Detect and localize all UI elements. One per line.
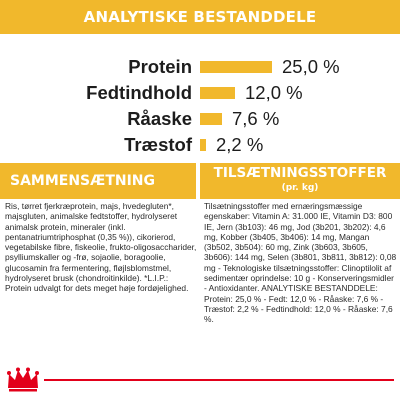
composition-header: SAMMENSÆTNING [0, 163, 196, 199]
header-title: ANALYTISKE BESTANDDELE [83, 8, 317, 26]
analysis-label: Protein [128, 56, 192, 77]
analysis-row-fedtindhold: Fedtindhold 12,0 % [0, 80, 400, 106]
additives-text: Tilsætningsstoffer med ernæringsmæssige … [204, 201, 397, 325]
header-banner: ANALYTISKE BESTANDDELE [0, 0, 400, 34]
additives-header: TILSÆTNINGSSTOFFER (pr. kg) [200, 163, 400, 199]
analysis-label: Træstof [124, 134, 192, 155]
analysis-bar [200, 87, 235, 99]
analysis-bar [200, 139, 206, 151]
analysis-bar [200, 113, 222, 125]
analysis-value: 7,6 % [232, 108, 280, 129]
composition-text: Ris, tørret fjerkræprotein, majs, hvedeg… [5, 201, 197, 294]
analysis-bar [200, 61, 272, 73]
analysis-label: Fedtindhold [86, 82, 192, 103]
footer-line [44, 379, 394, 381]
analysis-row-raaske: Råaske 7,6 % [0, 106, 400, 132]
crown-logo-icon [7, 367, 39, 392]
analysis-row-protein: Protein 25,0 % [0, 54, 400, 80]
analysis-value: 12,0 % [245, 82, 303, 103]
additives-subtitle: (pr. kg) [281, 183, 319, 193]
analysis-value: 2,2 % [216, 134, 264, 155]
analysis-row-traestof: Træstof 2,2 % [0, 132, 400, 158]
analysis-label: Råaske [127, 108, 192, 129]
analysis-value: 25,0 % [282, 56, 340, 77]
composition-title: SAMMENSÆTNING [10, 173, 156, 189]
additives-title: TILSÆTNINGSSTOFFER [213, 165, 387, 181]
